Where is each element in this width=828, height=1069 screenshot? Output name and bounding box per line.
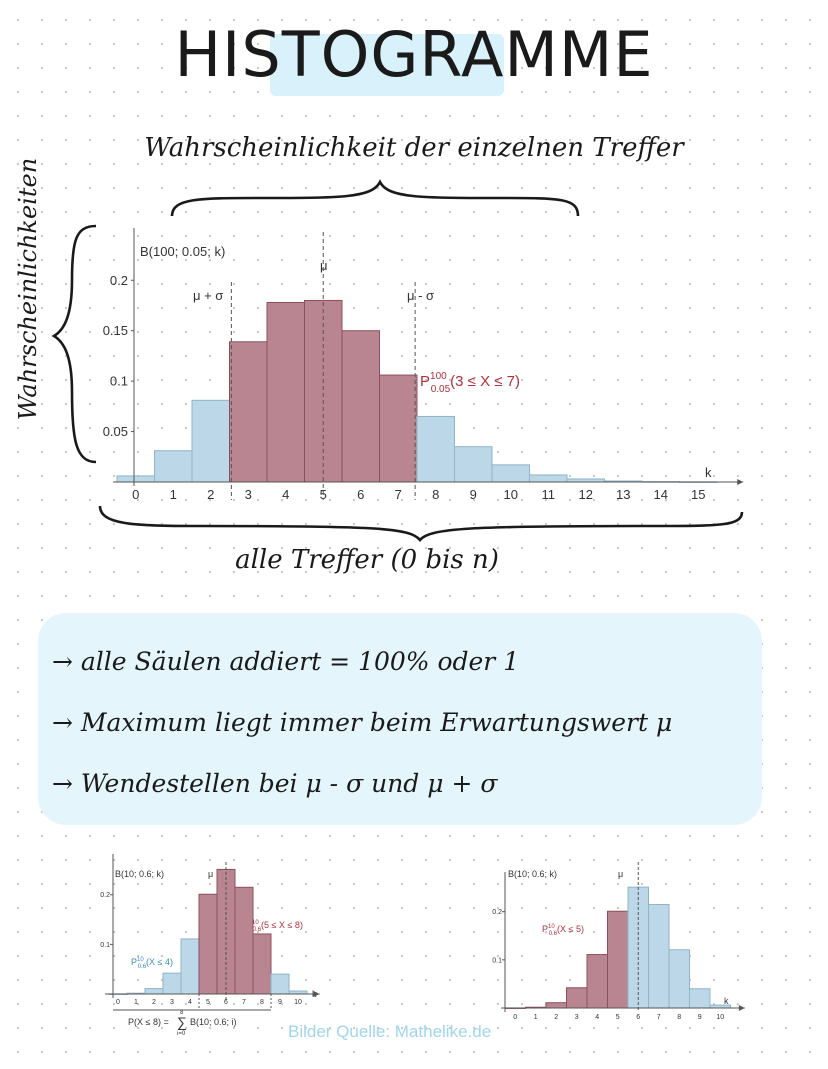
main-bar-7 (379, 374, 418, 483)
main-y-tick-0.1: 0.1 (110, 374, 128, 389)
main-x-tick-4: 4 (282, 487, 289, 502)
bl-x-tick-3: 3 (170, 999, 174, 1006)
bl-formula-sigma: ∑ (177, 1014, 187, 1030)
bl-x-tick-2: 2 (152, 999, 156, 1006)
side-brace (51, 224, 97, 464)
bl-x-tick-5: 5 (206, 999, 210, 1006)
bl-x-tick-4: 4 (188, 999, 192, 1006)
main-x-tick-8: 8 (432, 487, 439, 502)
bl-x-tick-10: 10 (294, 999, 302, 1006)
br-bar-9 (689, 988, 711, 1009)
br-bar-7 (648, 903, 670, 1009)
top-brace (170, 179, 580, 217)
main-probability-label: P100 0.05(3 ≤ X ≤ 7) (420, 371, 520, 395)
top-annotation: Wahrscheinlichkeit der einzelnen Treffer (144, 133, 684, 163)
bl-formula-sum-bottom: i=0 (177, 1031, 186, 1037)
main-bar-4 (266, 301, 305, 483)
main-bar-8 (416, 415, 455, 483)
main-bar-6 (341, 330, 380, 483)
main-bar-3 (229, 341, 268, 483)
br-x-axis-label: k (724, 996, 729, 1006)
main-x-tick-1: 1 (170, 487, 177, 502)
br-bar-5 (607, 910, 629, 1009)
br-x-tick-9: 9 (698, 1014, 702, 1021)
bl-y-tick-0.1: 0.1 (100, 942, 110, 949)
br-chart-title: B(10; 0.6; k) (508, 869, 557, 879)
main-x-tick-0: 0 (132, 487, 139, 502)
page-title: HISTOGRAMME (174, 18, 654, 91)
bl-y-tick-0.2: 0.2 (100, 892, 110, 899)
bottom-annotation: alle Treffer (0 bis n) (235, 545, 499, 575)
br-x-tick-4: 4 (595, 1014, 599, 1021)
main-bar-9 (454, 446, 493, 483)
br-mu-label: μ (618, 869, 623, 879)
main-y-tick-0.15: 0.15 (103, 323, 128, 338)
main-x-tick-14: 14 (654, 487, 668, 502)
br-bar-3 (566, 987, 588, 1009)
bl-x-tick-1: 1 (134, 999, 138, 1006)
main-chart-title: B(100; 0.05; k) (140, 244, 225, 259)
br-x-tick-3: 3 (575, 1014, 579, 1021)
main-x-tick-15: 15 (691, 487, 705, 502)
main-x-tick-2: 2 (207, 487, 214, 502)
bl-x-tick-8: 8 (260, 999, 264, 1006)
br-x-tick-0: 0 (513, 1014, 517, 1021)
main-x-tick-11: 11 (542, 487, 556, 502)
note-line-1: → alle Säulen addiert = 100% oder 1 (52, 647, 520, 676)
bl-x-tick-6: 6 (224, 999, 228, 1006)
bl-x-tick-7: 7 (242, 999, 246, 1006)
br-bar-4 (586, 954, 608, 1009)
main-bar-1 (154, 450, 193, 483)
bl-x-axis-arrow (313, 991, 320, 997)
main-x-tick-6: 6 (357, 487, 364, 502)
main-x-axis-arrow (737, 479, 744, 485)
br-x-tick-5: 5 (616, 1014, 620, 1021)
main-y-tick-0.2: 0.2 (110, 273, 128, 288)
br-x-axis-arrow (738, 1005, 745, 1011)
br-bar-2 (545, 1002, 567, 1009)
main-y-tick-0.05: 0.05 (103, 424, 128, 439)
bottom-brace (98, 505, 744, 543)
br-x-tick-7: 7 (657, 1014, 661, 1021)
main-x-tick-13: 13 (616, 487, 630, 502)
br-y-tick-0.1: 0.1 (492, 957, 502, 964)
br-x-tick-6: 6 (636, 1014, 640, 1021)
br-x-tick-2: 2 (554, 1014, 558, 1021)
main-x-tick-10: 10 (504, 487, 518, 502)
note-line-3: → Wendestellen bei μ - σ und μ + σ (52, 769, 498, 798)
main-x-tick-12: 12 (579, 487, 593, 502)
br-red-probability-label: P10 0.6(X ≤ 5) (542, 924, 584, 937)
main-x-tick-9: 9 (470, 487, 477, 502)
br-bar-8 (668, 949, 690, 1009)
bl-chart-title: B(10; 0.6; k) (115, 869, 164, 879)
br-x-tick-10: 10 (716, 1014, 724, 1021)
mu-marker-label: μ (320, 258, 328, 273)
br-x-tick-8: 8 (677, 1014, 681, 1021)
bl-formula-left: P(X ≤ 8) = (128, 1017, 169, 1027)
bl-x-tick-9: 9 (278, 999, 282, 1006)
mu-plus-sigma-label: μ + σ (193, 288, 223, 303)
image-credit: Bilder Quelle: Mathelike.de (288, 1022, 492, 1041)
main-x-tick-3: 3 (245, 487, 252, 502)
br-y-tick-0.2: 0.2 (492, 909, 502, 916)
bl-mu-label: μ (208, 869, 213, 879)
notes-box: → alle Säulen addiert = 100% oder 1 → Ma… (38, 613, 762, 825)
br-x-tick-1: 1 (534, 1014, 538, 1021)
main-x-tick-7: 7 (395, 487, 402, 502)
mu-minus-sigma-label: μ - σ (407, 288, 434, 303)
bl-blue-probability-label: P10 0.6(X ≤ 4) (131, 957, 173, 970)
note-line-2: → Maximum liegt immer beim Erwartungswer… (52, 708, 673, 737)
bl-x-tick-0: 0 (116, 999, 120, 1006)
bl-formula-right: B(10; 0.6; i) (190, 1017, 237, 1027)
title-highlight (270, 34, 504, 96)
main-x-axis-label: k (705, 465, 712, 480)
bl-formula-sum-top: 8 (180, 1010, 184, 1016)
